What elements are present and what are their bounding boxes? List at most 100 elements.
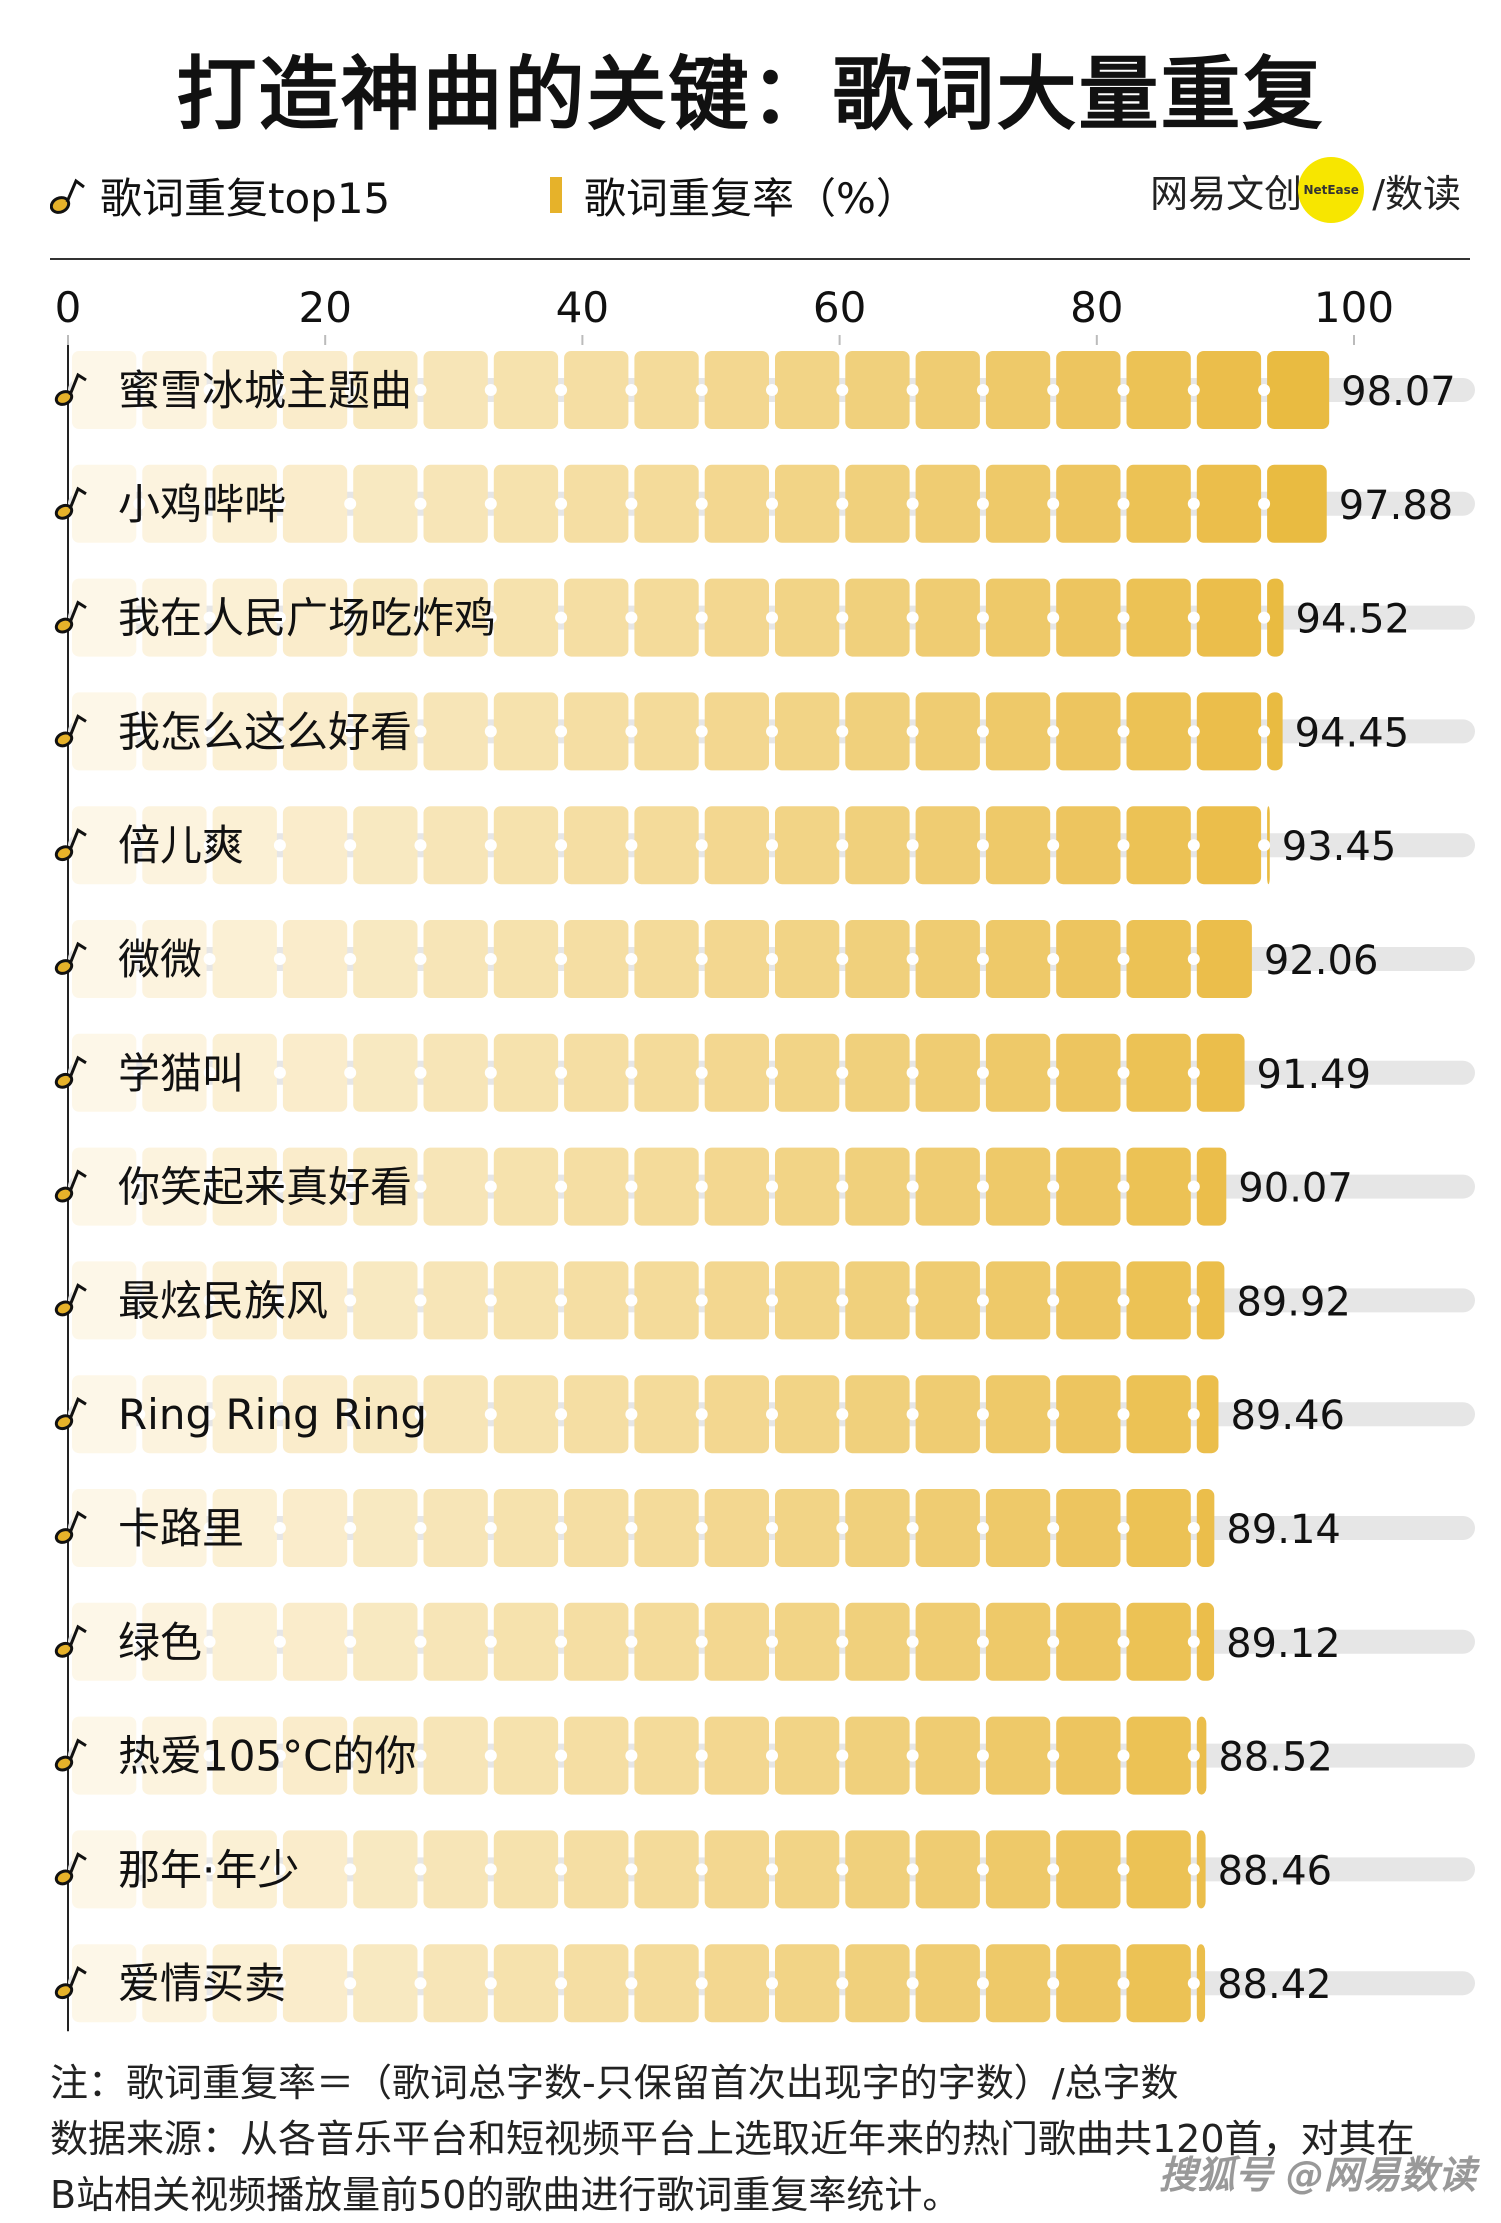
bar-segment	[423, 1375, 488, 1454]
bar-segment	[634, 1375, 699, 1454]
bar-segment	[775, 578, 840, 657]
segment-dot	[273, 1749, 286, 1762]
bar-segment	[142, 464, 207, 543]
segment-dot	[906, 953, 919, 965]
bar-segment	[1196, 692, 1262, 771]
segment-dot	[1117, 1635, 1130, 1648]
segment-dot	[695, 1863, 708, 1876]
segment-dot	[625, 1066, 638, 1079]
bar-segment	[845, 692, 910, 771]
segment-dot	[766, 1977, 778, 1990]
bar-segment	[1056, 578, 1121, 657]
segment-dot	[133, 1522, 146, 1534]
segment-dot	[906, 1066, 919, 1079]
value-label: 89.12	[1226, 1621, 1341, 1667]
bar-segment	[423, 1944, 488, 2023]
segment-dot	[836, 953, 849, 965]
segment-dot	[625, 1863, 638, 1876]
bar-segment	[704, 692, 769, 771]
segment-dot	[1047, 1635, 1060, 1648]
bar-segment	[564, 578, 629, 657]
segment-dot	[414, 1635, 427, 1648]
segment-dot	[1117, 611, 1130, 624]
music-note-icon	[54, 941, 87, 975]
music-note-icon	[54, 1965, 87, 2000]
music-note-icon	[54, 1169, 87, 1203]
bar-segment	[564, 920, 629, 998]
bar-segment	[704, 1716, 769, 1795]
segment-dot	[273, 839, 286, 852]
bar-segment	[1196, 1716, 1207, 1795]
category-label: 卡路里	[118, 1504, 244, 1553]
segment-dot	[1187, 1294, 1200, 1307]
segment-dot	[414, 1863, 427, 1876]
segment-dot	[273, 497, 286, 510]
bar-segment	[1126, 1375, 1191, 1454]
bar-segment	[493, 692, 559, 771]
bar-segment	[142, 1033, 207, 1112]
segment-dot	[625, 1977, 638, 1990]
bar-segment	[1126, 1261, 1191, 1340]
bar-segment	[212, 1375, 277, 1454]
bar-segment	[704, 1944, 769, 2023]
bar-segment	[845, 1716, 910, 1795]
bar-segment	[212, 1716, 277, 1795]
segment-dot	[906, 1749, 919, 1762]
segment-dot	[1047, 1180, 1060, 1193]
bar-segment	[493, 1830, 559, 1909]
segment-dot	[273, 611, 286, 624]
segment-dot	[203, 1977, 216, 1990]
segment-dot	[1117, 1977, 1130, 1990]
bar-segment	[142, 578, 207, 657]
bar-segment	[1126, 806, 1191, 885]
bar-segment	[1196, 920, 1252, 998]
bar-segment	[212, 578, 277, 657]
bar-segment	[1196, 1944, 1206, 2023]
bar-segment	[845, 1033, 910, 1112]
segment-dot	[414, 953, 427, 965]
bar-segment	[142, 1830, 207, 1909]
music-note-icon	[54, 1396, 87, 1431]
segment-dot	[625, 1522, 638, 1534]
segment-dot	[976, 953, 989, 965]
bar-segment	[423, 1830, 488, 1909]
segment-dot	[836, 1180, 849, 1193]
music-note-icon	[54, 827, 87, 862]
segment-dot	[1258, 384, 1271, 396]
bar-segment	[282, 1602, 348, 1681]
bar-segment	[1196, 1261, 1225, 1340]
segment-dot	[273, 384, 286, 396]
bar-segment	[634, 692, 699, 771]
bar-segment	[423, 1147, 488, 1226]
bar-segment	[775, 806, 840, 885]
segment-dot	[203, 725, 216, 738]
bar-segment	[353, 806, 418, 885]
value-label: 93.45	[1282, 824, 1397, 870]
segment-dot	[906, 1408, 919, 1421]
bar-segment	[282, 578, 348, 657]
segment-dot	[133, 1408, 146, 1421]
bar-segment	[1126, 464, 1191, 543]
segment-dot	[906, 1180, 919, 1193]
bar-segment	[212, 1830, 277, 1909]
segment-dot	[766, 1066, 778, 1079]
segment-dot	[555, 611, 568, 624]
music-note-icon	[54, 1510, 87, 1544]
segment-dot	[906, 839, 919, 852]
segment-dot	[273, 953, 286, 965]
segment-dot	[1187, 839, 1200, 852]
bar-segment	[282, 1375, 348, 1454]
segment-dot	[625, 953, 638, 965]
rate-swatch	[550, 177, 562, 213]
segment-dot	[344, 497, 357, 510]
value-label: 98.07	[1341, 369, 1456, 415]
bar-segment	[1267, 692, 1283, 771]
bar-segment	[1126, 1830, 1191, 1909]
segment-dot	[414, 1749, 427, 1762]
segment-dot	[766, 384, 778, 396]
bar-segment	[72, 464, 137, 543]
segment-dot	[555, 725, 568, 738]
segment-dot	[484, 1408, 497, 1421]
bar-segment	[212, 920, 277, 998]
bar-segment	[775, 920, 840, 998]
